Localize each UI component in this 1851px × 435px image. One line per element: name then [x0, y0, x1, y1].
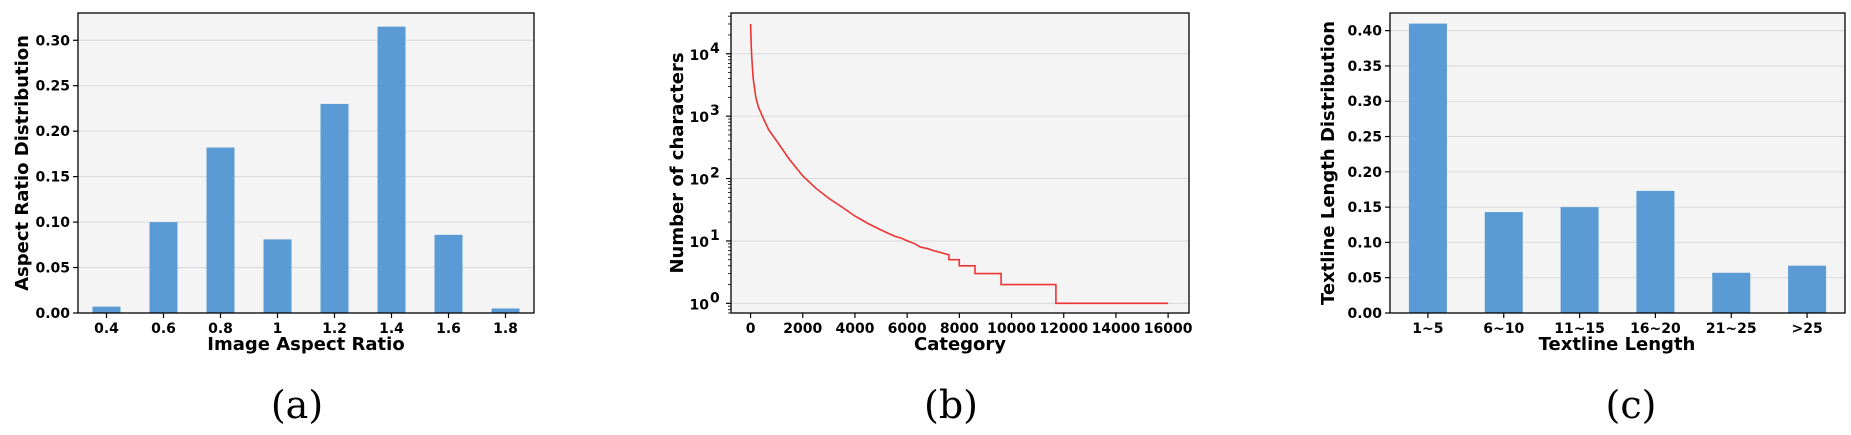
y-tick-label: 0.25	[35, 79, 70, 95]
y-tick-label: 0.10	[35, 215, 70, 231]
y-axis-label-c: Textline Length Distribution	[1318, 21, 1339, 305]
caption-a: (a)	[271, 383, 323, 427]
y-tick-label: 0.35	[1347, 59, 1382, 75]
x-tick-label: 16~20	[1630, 321, 1681, 337]
x-tick-label: 14000	[1092, 321, 1141, 337]
x-ticks-a: 0.4 0.6 0.8 1 1.2 1.4 1.6 1.8	[94, 313, 518, 337]
x-tick-label: 12000	[1039, 321, 1088, 337]
y-tick-label: 0.30	[1347, 94, 1382, 110]
x-ticks-b: 0 2000 4000 6000 8000 10000 12000 14000 16000	[746, 313, 1193, 337]
x-tick-label: 0.8	[208, 321, 233, 337]
bar	[1636, 190, 1675, 313]
x-tick-label: 21~25	[1706, 321, 1757, 337]
x-tick-label: >25	[1791, 321, 1822, 337]
x-axis-label-a: Image Aspect Ratio	[207, 334, 404, 355]
bar	[92, 306, 121, 313]
plot-area-b	[731, 13, 1189, 313]
y-tick-label: 0.15	[35, 170, 70, 186]
x-tick-label: 6~10	[1483, 321, 1524, 337]
plot-area-c	[1390, 13, 1845, 313]
y-tick-label: 10	[690, 297, 710, 313]
bar	[434, 234, 463, 313]
x-tick-label: 10000	[987, 321, 1036, 337]
bar	[320, 103, 349, 313]
bar	[1712, 272, 1751, 313]
x-tick-label: 1~5	[1412, 321, 1443, 337]
y-tick-exponent: 3	[710, 103, 720, 119]
x-ticks-c: 1~5 6~10 11~15 16~20 21~25 >25	[1412, 313, 1823, 337]
y-tick-label: 0.15	[1347, 200, 1382, 216]
series-line-b	[749, 23, 1169, 305]
gridlines-b	[731, 53, 1189, 304]
gridlines-c	[1390, 30, 1845, 279]
y-tick-label: 0.20	[1347, 165, 1382, 181]
y-tick-label: 0.00	[1347, 306, 1382, 322]
y-tick-label: 0.00	[35, 306, 70, 322]
y-tick-exponent: 1	[710, 228, 720, 244]
y-tick-label: 0.10	[1347, 235, 1382, 251]
y-tick-label: 0.30	[35, 33, 70, 49]
bar	[377, 26, 406, 314]
bars-a	[92, 26, 520, 314]
y-tick-label: 10	[690, 48, 710, 64]
y-tick-label: 10	[690, 235, 710, 251]
x-tick-label: 1.2	[322, 321, 347, 337]
bar	[263, 239, 292, 313]
x-tick-label: 1.4	[379, 321, 404, 337]
x-tick-label: 2000	[783, 321, 822, 337]
plot-frame-b	[730, 12, 1190, 314]
y-tick-label: 0.05	[35, 261, 70, 277]
y-tick-label: 10	[690, 173, 710, 189]
x-tick-label: 0	[746, 321, 756, 337]
y-ticks-c: 0.00 0.05 0.10 0.15 0.20 0.25 0.30 0.35 0.40	[1347, 24, 1390, 322]
bar	[1788, 265, 1827, 313]
bar	[149, 222, 178, 313]
bar	[206, 147, 235, 313]
x-tick-label: 0.4	[94, 321, 119, 337]
y-tick-exponent: 4	[710, 41, 720, 57]
plot-frame-c	[1389, 12, 1846, 314]
bar	[491, 308, 520, 313]
x-tick-label: 8000	[940, 321, 979, 337]
x-tick-label: 11~15	[1554, 321, 1605, 337]
x-tick-label: 0.6	[151, 321, 176, 337]
bar	[1484, 212, 1523, 313]
y-tick-label: 0.25	[1347, 130, 1382, 146]
x-tick-label: 16000	[1144, 321, 1193, 337]
x-axis-label-b: Category	[914, 334, 1006, 355]
x-axis-label-c: Textline Length	[1539, 334, 1696, 355]
caption-c: (c)	[1606, 383, 1657, 427]
plot-frame-a	[77, 12, 535, 314]
y-tick-label: 0.40	[1347, 24, 1382, 40]
y-tick-label: 0.05	[1347, 271, 1382, 287]
bar	[1560, 207, 1599, 313]
y-tick-label: 0.20	[35, 124, 70, 140]
y-tick-label: 10	[690, 110, 710, 126]
y-axis-label-a: Aspect Ratio Distribution	[12, 35, 33, 291]
bar	[1408, 23, 1447, 314]
y-ticks-a: 0.00 0.05 0.10 0.15 0.20 0.25 0.30	[35, 33, 78, 322]
bars-c	[1408, 23, 1827, 314]
chart-textline-length: 0.00 0.05 0.10 0.15 0.20 0.25 0.30 0.35 0.40 1~5…	[1318, 12, 1846, 427]
x-tick-label: 6000	[888, 321, 927, 337]
x-tick-label: 1.8	[493, 321, 518, 337]
y-tick-exponent: 0	[710, 290, 720, 306]
x-tick-label: 1.6	[436, 321, 461, 337]
chart-aspect-ratio: 0.00 0.05 0.10 0.15 0.20 0.25 0.30 0.4 0.6 0.8 1 1…	[12, 12, 535, 427]
y-tick-exponent: 2	[710, 166, 720, 182]
x-tick-label: 4000	[835, 321, 874, 337]
x-tick-label: 1	[273, 321, 283, 337]
caption-b: (b)	[924, 383, 978, 427]
y-axis-label-b: Number of characters	[667, 52, 688, 273]
